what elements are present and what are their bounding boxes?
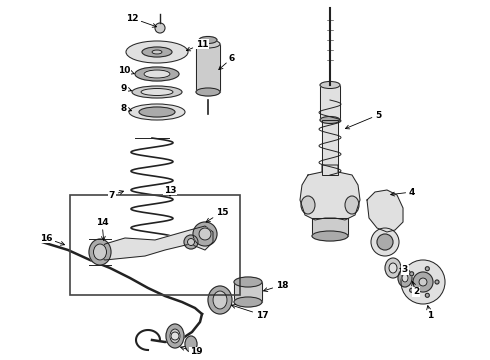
- Ellipse shape: [135, 67, 179, 81]
- Ellipse shape: [385, 258, 401, 278]
- Bar: [196, 44, 220, 92]
- Text: 9: 9: [121, 84, 131, 93]
- Ellipse shape: [185, 336, 197, 352]
- Ellipse shape: [196, 88, 220, 96]
- Circle shape: [425, 267, 429, 271]
- Circle shape: [410, 288, 414, 292]
- Ellipse shape: [142, 47, 172, 57]
- Circle shape: [199, 228, 211, 240]
- Text: 16: 16: [40, 234, 65, 245]
- Ellipse shape: [377, 234, 393, 250]
- Text: 19: 19: [180, 346, 202, 356]
- Text: 8: 8: [121, 104, 131, 113]
- Ellipse shape: [126, 41, 188, 63]
- Ellipse shape: [94, 244, 106, 260]
- Ellipse shape: [139, 107, 175, 117]
- Bar: [320, 85, 340, 120]
- Ellipse shape: [371, 228, 399, 256]
- Circle shape: [171, 332, 179, 340]
- Ellipse shape: [188, 239, 195, 246]
- Text: 18: 18: [264, 280, 288, 292]
- Ellipse shape: [208, 286, 232, 314]
- Text: 13: 13: [164, 185, 176, 196]
- Bar: [312, 218, 348, 236]
- Bar: [312, 218, 348, 236]
- Ellipse shape: [184, 235, 198, 249]
- Circle shape: [410, 272, 414, 276]
- Bar: [70, 195, 240, 295]
- Text: 10: 10: [118, 66, 134, 75]
- Circle shape: [401, 260, 445, 304]
- Ellipse shape: [196, 40, 220, 48]
- Text: 12: 12: [126, 14, 156, 27]
- Text: 4: 4: [391, 188, 415, 197]
- Text: 14: 14: [96, 217, 108, 240]
- Ellipse shape: [141, 89, 173, 95]
- Ellipse shape: [144, 70, 170, 78]
- Ellipse shape: [132, 86, 182, 98]
- Text: 11: 11: [186, 40, 208, 51]
- Polygon shape: [300, 165, 360, 220]
- Ellipse shape: [129, 104, 185, 120]
- Bar: [234, 282, 262, 302]
- Bar: [322, 120, 338, 175]
- Circle shape: [413, 272, 433, 292]
- Ellipse shape: [389, 263, 397, 273]
- Bar: [234, 282, 262, 302]
- Circle shape: [425, 293, 429, 297]
- Polygon shape: [95, 226, 213, 260]
- Ellipse shape: [170, 329, 180, 343]
- Bar: [196, 44, 220, 92]
- Circle shape: [193, 222, 217, 246]
- Circle shape: [435, 280, 439, 284]
- Ellipse shape: [320, 117, 340, 123]
- Polygon shape: [367, 190, 403, 232]
- Ellipse shape: [320, 81, 340, 89]
- Bar: [322, 120, 338, 175]
- Text: 6: 6: [219, 54, 235, 69]
- Bar: [320, 85, 340, 120]
- Circle shape: [155, 23, 165, 33]
- Ellipse shape: [301, 196, 315, 214]
- Ellipse shape: [312, 231, 348, 241]
- Ellipse shape: [213, 291, 227, 309]
- Ellipse shape: [402, 274, 408, 282]
- Text: 3: 3: [400, 266, 408, 274]
- Text: 7: 7: [109, 190, 123, 199]
- Ellipse shape: [234, 277, 262, 287]
- Text: 5: 5: [345, 111, 381, 129]
- Text: 2: 2: [412, 282, 419, 297]
- Text: 1: 1: [427, 306, 433, 320]
- Ellipse shape: [345, 196, 359, 214]
- Ellipse shape: [152, 50, 162, 54]
- Ellipse shape: [166, 324, 184, 348]
- Ellipse shape: [199, 36, 217, 44]
- Text: 17: 17: [232, 305, 269, 320]
- Text: 15: 15: [206, 207, 228, 222]
- Ellipse shape: [89, 239, 111, 265]
- Circle shape: [419, 278, 427, 286]
- Ellipse shape: [398, 269, 412, 287]
- Ellipse shape: [234, 297, 262, 307]
